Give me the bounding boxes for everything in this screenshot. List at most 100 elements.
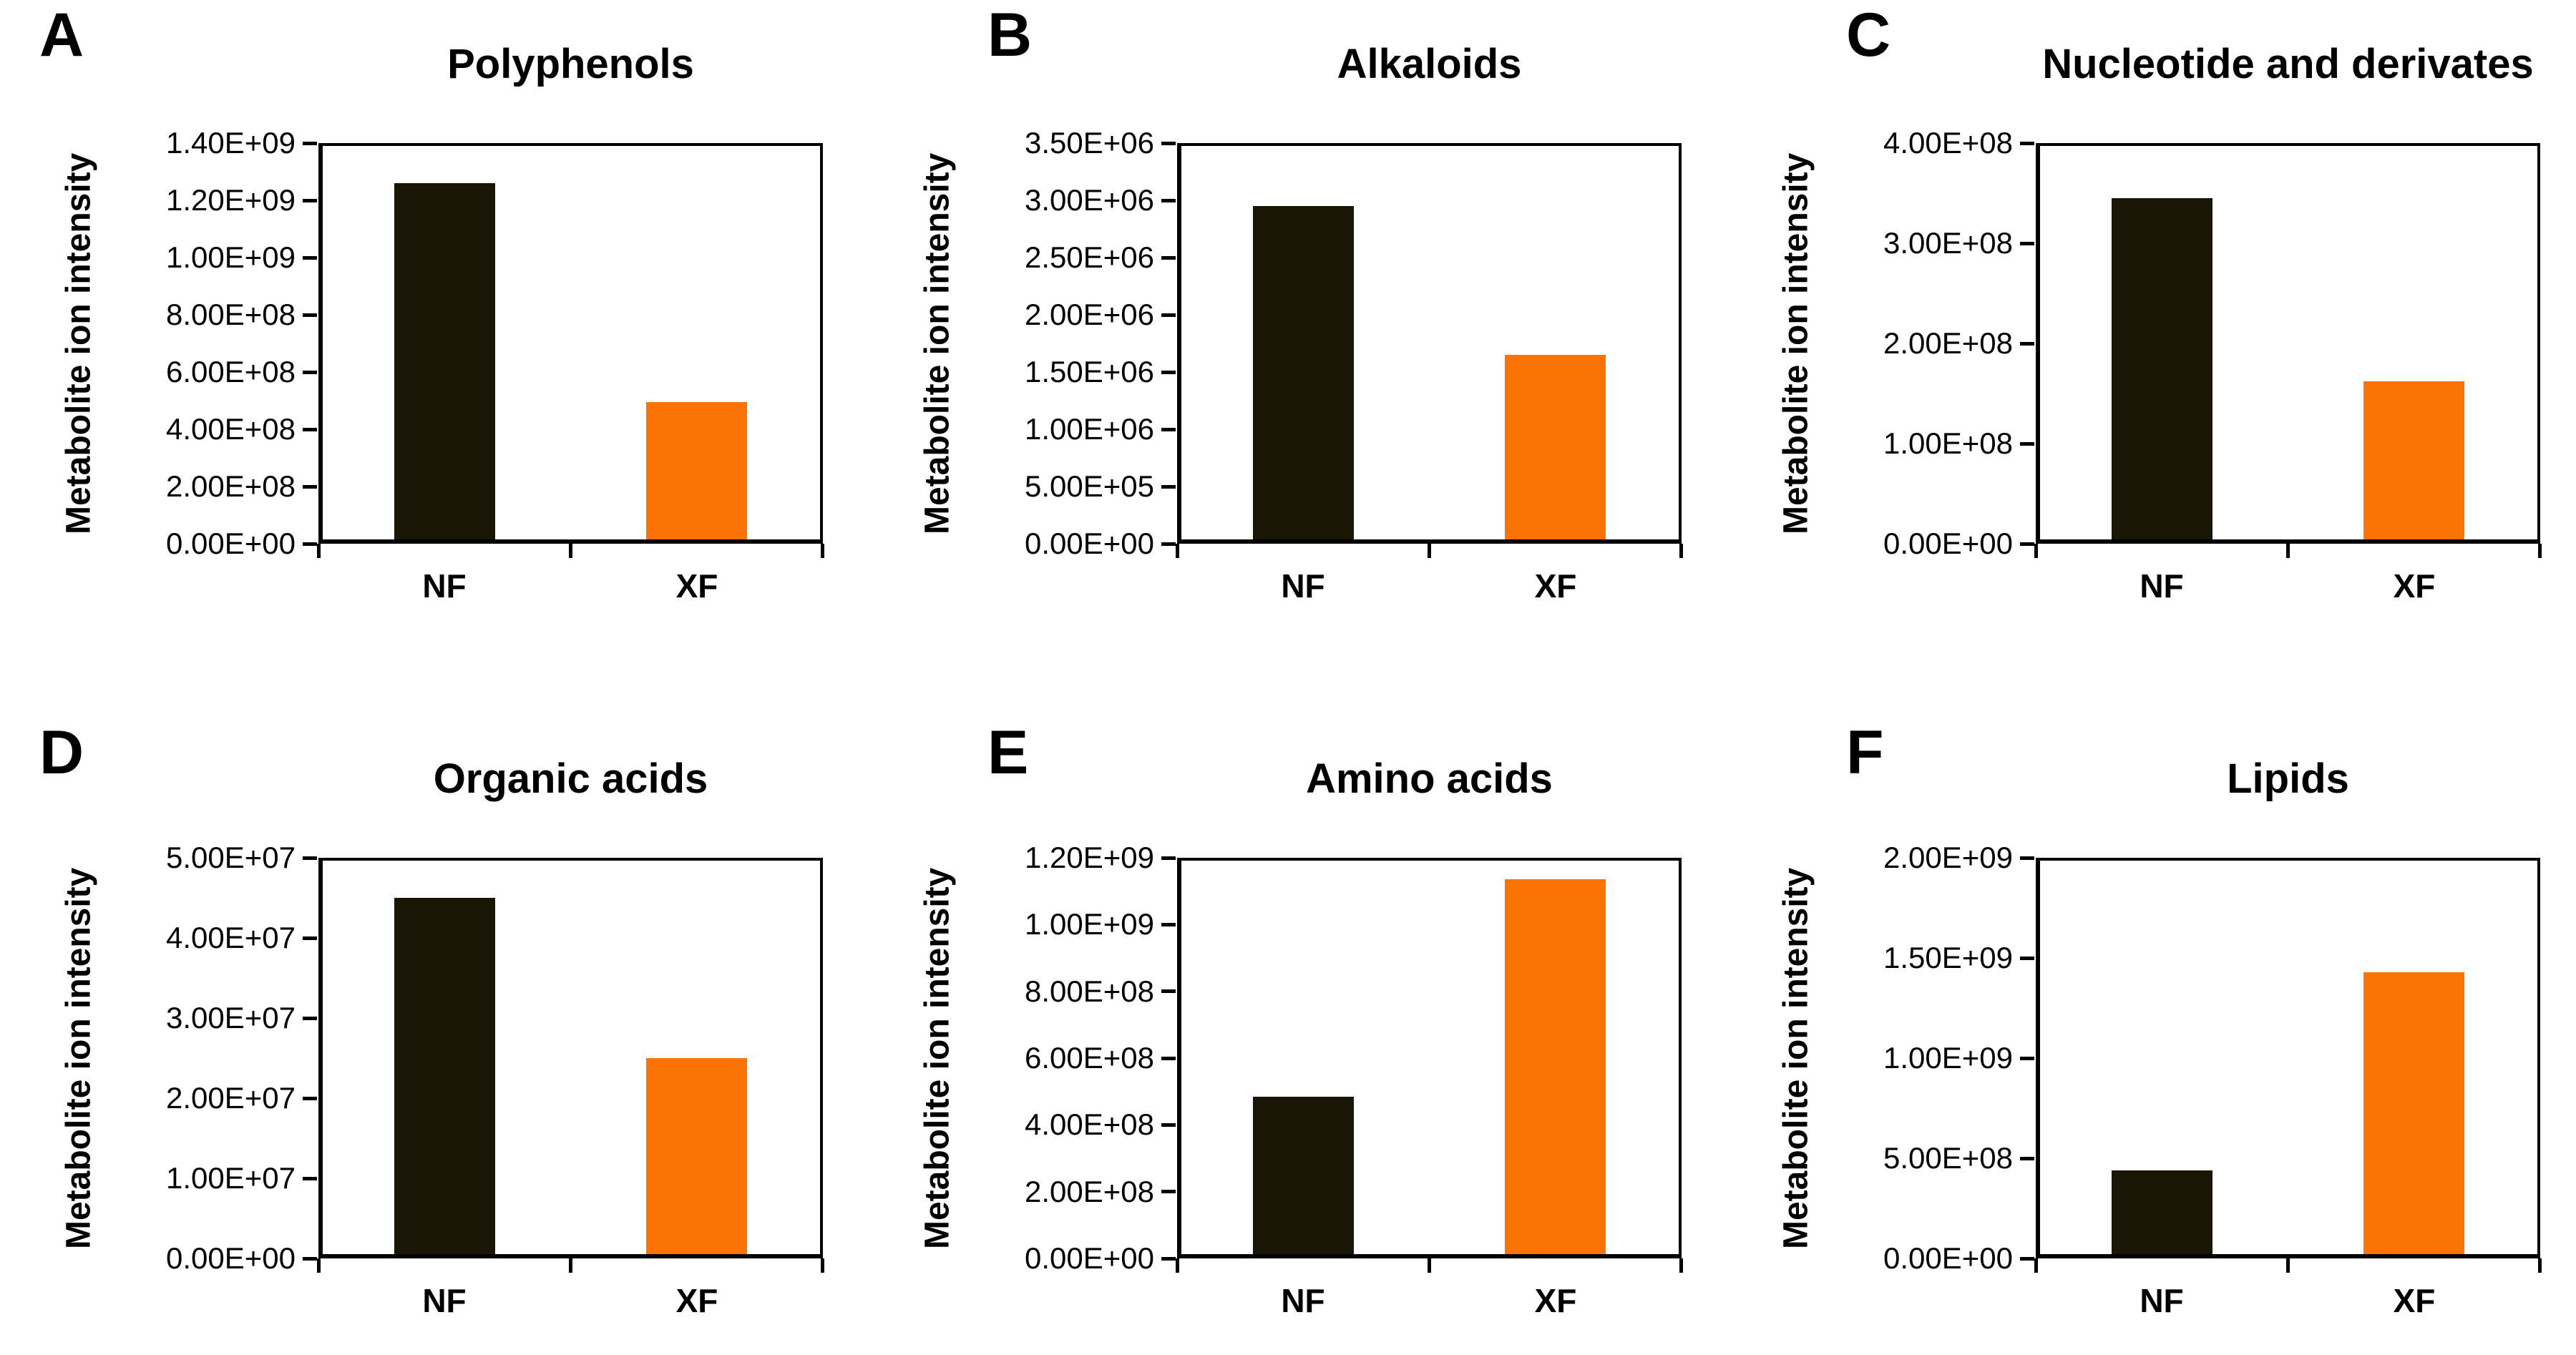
y-tick-label: 3.00E+08: [1883, 226, 2013, 260]
x-tick-mark: [317, 1258, 321, 1273]
bar-xf: [2363, 972, 2464, 1254]
x-tick-mark: [821, 1258, 824, 1273]
y-tick-label: 5.00E+08: [1883, 1141, 2013, 1175]
y-tick-label: 4.00E+08: [1024, 1107, 1154, 1141]
x-tick-mark: [2034, 544, 2038, 558]
chart-title: Nucleotide and derivates: [2042, 41, 2534, 87]
x-category-label-nf: NF: [2140, 567, 2184, 605]
y-tick-mark: [303, 542, 317, 546]
y-tick-label: 0.00E+00: [165, 527, 296, 560]
y-tick-mark: [2020, 542, 2034, 546]
x-tick-mark: [569, 1258, 572, 1273]
y-tick-mark: [1161, 1257, 1176, 1261]
x-category-label-nf: NF: [422, 567, 467, 605]
x-category-label-nf: NF: [1281, 1282, 1325, 1319]
y-tick-mark: [1161, 313, 1176, 317]
y-tick-label: 1.50E+06: [1024, 355, 1154, 388]
y-axis-label: Metabolite ion intensity: [59, 867, 98, 1249]
x-tick-mark: [2286, 1258, 2290, 1273]
y-tick-mark: [303, 199, 317, 202]
bar-nf: [2112, 1170, 2212, 1254]
y-tick-mark: [1161, 485, 1176, 489]
y-tick-label: 1.00E+09: [165, 240, 296, 274]
x-category-label-xf: XF: [2393, 1282, 2436, 1319]
y-tick-mark: [2020, 1057, 2034, 1060]
panel-letter: C: [1846, 1, 1891, 69]
y-tick-mark: [1161, 371, 1176, 374]
bar-nf: [394, 898, 495, 1254]
y-tick-label: 2.00E+07: [165, 1081, 296, 1115]
y-tick-label: 3.00E+06: [1024, 183, 1154, 217]
y-tick-label: 1.20E+09: [1024, 841, 1154, 874]
x-tick-mark: [1428, 1258, 1431, 1273]
y-tick-label: 2.50E+06: [1024, 240, 1154, 274]
chart-title: Amino acids: [1306, 755, 1553, 802]
x-category-label-xf: XF: [675, 567, 718, 605]
y-tick-label: 4.00E+07: [165, 921, 296, 954]
y-tick-mark: [303, 256, 317, 260]
x-category-label-nf: NF: [2140, 1282, 2184, 1319]
y-tick-label: 2.00E+08: [1883, 326, 2013, 360]
chart-title: Polyphenols: [447, 41, 694, 87]
y-tick-mark: [1161, 1190, 1176, 1193]
y-tick-label: 2.00E+06: [1024, 298, 1154, 331]
x-tick-mark: [1679, 1258, 1683, 1273]
x-category-label-xf: XF: [1534, 1282, 1577, 1319]
x-tick-mark: [1428, 544, 1431, 558]
y-tick-label: 0.00E+00: [1024, 527, 1154, 560]
bar-nf: [394, 183, 495, 539]
y-tick-label: 1.00E+09: [1883, 1041, 2013, 1075]
y-tick-mark: [2020, 442, 2034, 446]
chart-panel-a: A Polyphenols Metabolite ion intensity 0…: [0, 0, 859, 678]
y-tick-mark: [1161, 1123, 1176, 1127]
y-tick-label: 2.00E+08: [165, 469, 296, 503]
y-tick-label: 8.00E+08: [1024, 974, 1154, 1008]
chart-title: Lipids: [2227, 755, 2349, 802]
y-tick-label: 5.00E+07: [165, 841, 296, 874]
y-tick-label: 1.50E+09: [1883, 941, 2013, 974]
bar-nf: [1253, 206, 1354, 539]
y-tick-mark: [303, 142, 317, 145]
y-tick-mark: [1161, 923, 1176, 926]
x-category-label-nf: NF: [422, 1282, 467, 1319]
bar-xf: [1505, 355, 1606, 539]
y-tick-label: 1.00E+08: [1883, 426, 2013, 460]
x-tick-mark: [1176, 1258, 1179, 1273]
y-tick-mark: [1161, 199, 1176, 202]
y-tick-mark: [1161, 856, 1176, 860]
y-tick-label: 2.00E+09: [1883, 841, 2013, 874]
y-tick-label: 1.00E+06: [1024, 412, 1154, 446]
y-tick-mark: [2020, 342, 2034, 346]
bar-xf: [1505, 879, 1606, 1254]
y-tick-label: 0.00E+00: [165, 1241, 296, 1275]
y-tick-mark: [2020, 142, 2034, 145]
bar-xf: [646, 1058, 747, 1254]
y-tick-label: 4.00E+08: [165, 412, 296, 446]
y-tick-label: 4.00E+08: [1883, 126, 2013, 160]
x-tick-mark: [1679, 544, 1683, 558]
x-category-label-xf: XF: [2393, 567, 2436, 605]
y-tick-mark: [303, 936, 317, 940]
y-tick-mark: [1161, 428, 1176, 431]
x-tick-mark: [2538, 544, 2542, 558]
x-tick-mark: [1176, 544, 1179, 558]
x-tick-mark: [2538, 1258, 2542, 1273]
y-tick-label: 1.20E+09: [165, 183, 296, 217]
y-tick-mark: [2020, 242, 2034, 245]
y-tick-mark: [2020, 1257, 2034, 1261]
y-tick-mark: [2020, 856, 2034, 860]
bar-nf: [2112, 198, 2212, 539]
x-tick-mark: [821, 544, 824, 558]
y-tick-mark: [303, 1177, 317, 1180]
y-tick-label: 0.00E+00: [1024, 1241, 1154, 1275]
y-tick-mark: [1161, 989, 1176, 993]
chart-panel-c: C Nucleotide and derivates Metabolite io…: [1717, 0, 2576, 678]
y-tick-mark: [1161, 1057, 1176, 1060]
x-tick-mark: [569, 544, 572, 558]
x-category-label-xf: XF: [1534, 567, 1577, 605]
x-category-label-xf: XF: [675, 1282, 718, 1319]
chart-panel-e: E Amino acids Metabolite ion intensity 0…: [859, 678, 1717, 1355]
y-tick-mark: [2020, 1157, 2034, 1160]
y-tick-label: 1.00E+09: [1024, 907, 1154, 941]
x-category-label-nf: NF: [1281, 567, 1325, 605]
